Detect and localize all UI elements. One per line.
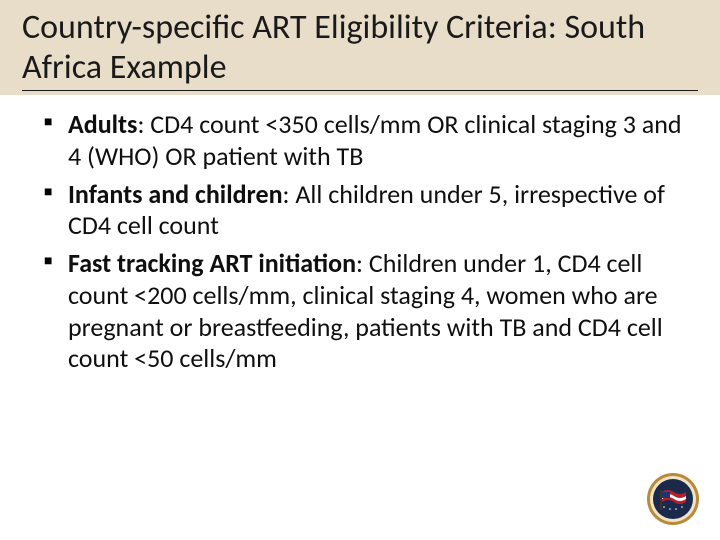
title-band: Country-specific ART Eligibility Criteri… — [0, 0, 720, 95]
list-item: Fast tracking ART initiation: Children u… — [44, 248, 692, 375]
slide-content: Adults: CD4 count <350 cells/mm OR clini… — [0, 95, 720, 375]
list-item: Infants and children: All children under… — [44, 179, 692, 242]
list-item: Adults: CD4 count <350 cells/mm OR clini… — [44, 109, 692, 172]
bullet-lead: Adults — [68, 108, 137, 140]
slide-title: Country-specific ART Eligibility Criteri… — [22, 8, 698, 91]
bullet-lead: Fast tracking ART initiation — [68, 247, 356, 279]
peace-corps-logo-icon — [646, 472, 700, 526]
bullet-lead: Infants and children — [68, 178, 283, 210]
bullet-text: : CD4 count <350 cells/mm OR clinical st… — [68, 108, 682, 172]
bullet-list: Adults: CD4 count <350 cells/mm OR clini… — [44, 109, 692, 375]
